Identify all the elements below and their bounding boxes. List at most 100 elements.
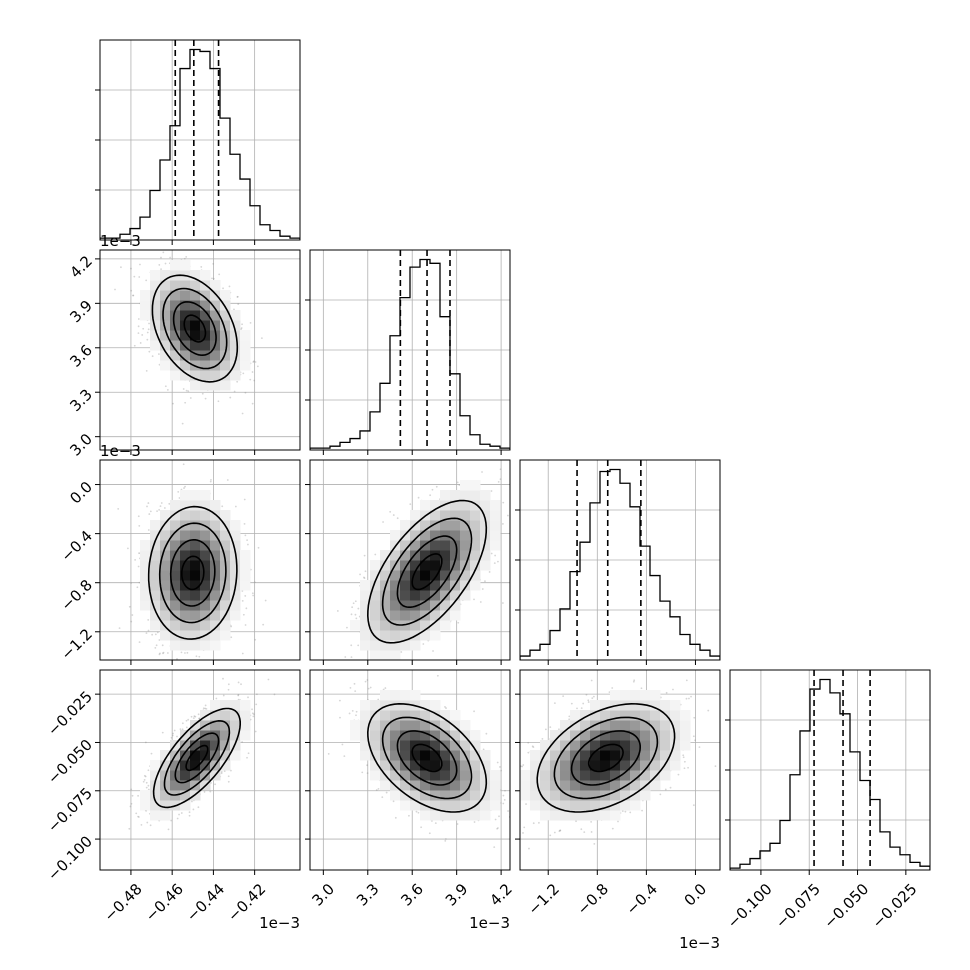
density-cell <box>230 320 241 331</box>
density-cell <box>170 330 181 341</box>
sample-point <box>490 552 493 555</box>
sample-point <box>183 257 186 260</box>
sample-point <box>241 600 244 602</box>
density-cell <box>190 540 201 551</box>
density-cell <box>140 540 151 551</box>
density-cell <box>160 580 171 591</box>
density-cell <box>160 540 171 551</box>
density-cell <box>190 330 201 341</box>
density-cell <box>230 310 241 321</box>
sample-point <box>242 372 245 375</box>
density-cell <box>190 270 201 281</box>
sample-point <box>484 580 486 583</box>
sample-point <box>210 478 212 481</box>
sample-point <box>222 287 224 290</box>
density-cell <box>150 550 161 561</box>
density-cell <box>200 590 211 601</box>
sample-point <box>336 610 339 612</box>
sample-point <box>230 625 232 628</box>
sample-point <box>236 295 239 298</box>
sample-point <box>166 652 169 654</box>
scatter-panel-2-1 <box>305 459 511 674</box>
density-cell <box>160 550 171 561</box>
density-cell <box>210 550 221 561</box>
sample-point <box>240 328 242 331</box>
sample-point <box>382 521 384 523</box>
density-cell <box>180 260 191 271</box>
sample-point <box>133 344 136 347</box>
density-cell <box>240 350 251 361</box>
sample-point <box>200 661 202 663</box>
sample-point <box>137 325 140 328</box>
density-cell <box>160 590 171 601</box>
sample-point <box>182 463 185 466</box>
density-cell <box>210 610 221 621</box>
sample-point <box>189 397 192 399</box>
density-cell <box>230 610 241 621</box>
sample-point <box>262 623 265 626</box>
sample-point <box>481 471 483 473</box>
density-cell <box>230 590 241 601</box>
sample-point <box>200 453 202 455</box>
sample-point <box>346 626 348 629</box>
sample-point <box>254 361 257 363</box>
sample-point <box>145 632 148 635</box>
density-cell <box>160 320 171 331</box>
sample-point <box>359 573 361 576</box>
sample-point <box>241 323 243 326</box>
density-cell <box>230 540 241 551</box>
density-cell <box>150 590 161 601</box>
sample-point <box>501 523 504 525</box>
sample-point <box>256 365 259 368</box>
panel-frame <box>99 249 301 451</box>
sample-point <box>160 256 162 259</box>
sample-point <box>244 391 247 394</box>
sample-point <box>257 546 260 549</box>
density-cell <box>140 550 151 561</box>
density-cell <box>200 580 211 591</box>
density-cell <box>190 380 201 391</box>
sample-point <box>229 396 232 399</box>
contour-level-3 <box>151 274 239 383</box>
sample-point <box>387 666 389 668</box>
density-cell <box>180 500 191 511</box>
sample-point <box>234 505 237 508</box>
sample-point <box>246 539 248 542</box>
sample-point <box>364 570 367 573</box>
density-cell <box>150 560 161 571</box>
sample-point <box>182 388 185 390</box>
sample-point <box>146 331 149 334</box>
sample-point <box>490 490 493 492</box>
sample-point <box>396 517 399 520</box>
density-cell <box>220 310 231 321</box>
sample-point <box>164 385 167 388</box>
sample-point <box>403 667 405 669</box>
hist-panel-0 <box>95 39 301 245</box>
density-cell <box>160 280 171 291</box>
density-cell <box>180 610 191 621</box>
sample-point <box>344 656 347 658</box>
sample-point <box>244 624 247 626</box>
sample-point <box>158 508 161 511</box>
density-cell <box>180 620 191 631</box>
density-cell <box>190 580 201 591</box>
sample-point <box>416 672 418 674</box>
sample-point <box>392 514 395 516</box>
sample-point <box>147 629 150 632</box>
density-cell <box>170 640 181 651</box>
density-cell <box>180 370 191 381</box>
sample-point <box>138 641 141 644</box>
sample-point <box>253 581 256 584</box>
density-cell <box>200 570 211 581</box>
sample-point <box>145 369 148 372</box>
density-cell <box>150 340 161 351</box>
sample-point <box>168 502 171 505</box>
sample-point <box>252 361 255 363</box>
density-cell <box>210 600 221 611</box>
density-cell <box>210 320 221 331</box>
density-cell <box>160 630 171 641</box>
sample-point <box>237 303 240 305</box>
density-cell <box>170 560 181 571</box>
density-cell <box>210 310 221 321</box>
sample-point <box>160 502 163 504</box>
